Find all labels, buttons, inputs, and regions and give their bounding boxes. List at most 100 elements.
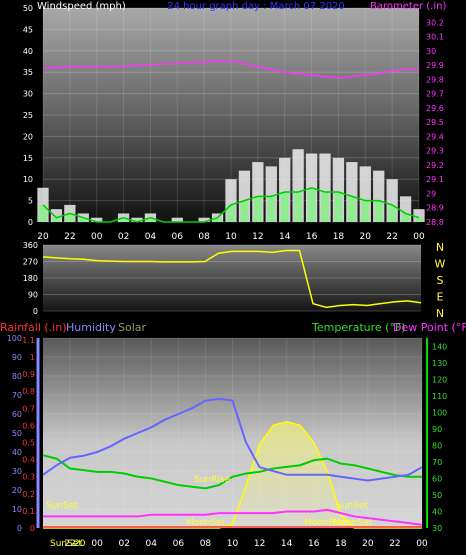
temperature-series — [42, 454, 422, 490]
rainfall-tick-label: 0.2 — [22, 490, 35, 499]
wind-speed-bar — [52, 217, 61, 222]
wind-speed-bar — [240, 200, 249, 222]
humidity-tick-label: 100 — [7, 334, 22, 343]
time-tick-label: 08 — [198, 232, 210, 242]
compass-label: E — [437, 291, 444, 304]
direction-plot-area — [43, 245, 421, 311]
humidity-series — [42, 397, 423, 482]
legend-dew-point: Dew Point (°F) — [393, 321, 466, 334]
time-tick-label: 02 — [118, 232, 129, 242]
time-tick-label: 20 — [37, 232, 49, 242]
chart-title: 24 hour graph day : March 07 2020 — [167, 1, 345, 12]
annotation-moonset-right: MoonSet — [333, 518, 373, 528]
wind-gust-bar — [265, 166, 277, 222]
solar-area — [43, 421, 422, 528]
wind-speed-bar — [119, 217, 128, 222]
rainfall-tick-label: 0.4 — [22, 456, 35, 465]
time-tick-label: 22 — [64, 232, 75, 242]
time-tick-label: 22 — [64, 539, 75, 549]
wind-gust-bar — [50, 209, 63, 222]
temperature-tick-label: 30 — [432, 524, 442, 533]
wind-speed-bar — [347, 196, 356, 222]
direction-tick-label: 360 — [23, 241, 38, 250]
direction-gridlines — [43, 244, 421, 312]
windspeed-tick-label: 15 — [23, 154, 33, 163]
windspeed-tick-label: 40 — [23, 47, 33, 56]
wind-gust-bar — [238, 170, 251, 222]
annotation-sunset-bottom: SunSet — [50, 539, 82, 549]
wind-gust-bar — [292, 149, 304, 222]
humidity-tick-label: 70 — [12, 391, 22, 400]
wind-speed-bar — [65, 213, 74, 222]
wind-speed-bar — [334, 192, 343, 222]
wind-time-axis-ticks: 20 22 00 02 04 06 08 10 12 14 16 18 20 22 00 — [37, 232, 425, 242]
rainfall-tick-label: 0.6 — [22, 421, 35, 430]
wind-speed-series — [39, 186, 423, 223]
legend-rainfall: Rainfall (.in) — [0, 321, 67, 334]
barometer-tick-label: 29.7 — [426, 90, 444, 99]
temperature-line — [42, 454, 422, 490]
time-tick-label: 14 — [281, 539, 293, 549]
solar-line — [43, 420, 422, 529]
temperature-time-axis-ticks: 22 00 02 04 06 08 10 12 14 16 18 20 22 00 — [64, 539, 428, 549]
wind-speed-bar — [388, 204, 397, 222]
legend-humidity: Humidity — [66, 321, 116, 334]
barometer-tick-label: 29.2 — [426, 161, 444, 170]
wind-gust-bar — [373, 170, 385, 222]
windspeed-tick-label: 10 — [23, 175, 33, 184]
temperature-tick-label: 120 — [432, 375, 447, 384]
wind-gust-bar — [225, 179, 237, 222]
annotation-moonrise: MoonRise — [304, 518, 348, 528]
humidity-tick-label: 60 — [12, 410, 22, 419]
wind-speed-bar — [361, 200, 370, 222]
time-tick-label: 06 — [173, 539, 185, 549]
barometer-tick-label: 29.6 — [426, 104, 444, 113]
temperature-tick-label: 80 — [432, 441, 442, 450]
temperature-tick-label: 40 — [432, 507, 442, 516]
time-tick-label: 00 — [413, 232, 425, 242]
compass-label: N — [436, 307, 444, 320]
windspeed-tick-label: 5 — [28, 197, 33, 206]
wind-gust-bar — [332, 157, 345, 222]
time-tick-label: 00 — [416, 539, 428, 549]
temperature-plot-area — [43, 338, 422, 528]
barometer-series — [43, 60, 419, 79]
wind-gust-bar — [413, 209, 425, 222]
barometer-tick-label: 28.8 — [426, 218, 444, 227]
wind-speed-bar — [146, 217, 155, 222]
barometer-tick-label: 29 — [426, 189, 436, 198]
barometer-tick-label: 29.1 — [426, 175, 444, 184]
wind-gust-bar — [252, 162, 264, 222]
wind-speed-bar — [280, 192, 289, 222]
compass-label: N — [436, 241, 444, 254]
barometer-tick-label: 30.2 — [426, 18, 444, 27]
humidity-tick-label: 40 — [12, 448, 22, 457]
rainfall-tick-label: 0.7 — [22, 404, 35, 413]
rainfall-tick-label: 0.9 — [22, 370, 35, 379]
barometer-tick-label: 29.5 — [426, 118, 444, 127]
humidity-tick-label: 20 — [12, 486, 22, 495]
wind-speed-bar — [294, 192, 303, 222]
wind-speed-bar — [79, 217, 88, 222]
wind-gust-bar — [198, 217, 210, 222]
barometer-tick-label: 28.9 — [426, 204, 444, 213]
windspeed-tick-label: 25 — [23, 111, 33, 120]
windspeed-tick-label: 20 — [23, 132, 33, 141]
temperature-tick-label: 100 — [432, 408, 447, 417]
bottom-first-tick: 20 — [74, 539, 86, 549]
wind-direction-line — [42, 249, 422, 309]
time-tick-label: 06 — [172, 232, 184, 242]
windspeed-tick-label: 30 — [23, 90, 33, 99]
wind-speed-bar — [415, 217, 423, 222]
time-tick-label: 04 — [145, 232, 157, 242]
barometer-tick-label: 29.4 — [426, 132, 444, 141]
time-tick-label: 10 — [227, 539, 239, 549]
wind-speed-bar — [267, 196, 276, 222]
dew-point-line — [43, 508, 423, 526]
compass-label: S — [437, 274, 444, 287]
time-tick-label: 10 — [225, 232, 237, 242]
rainfall-tick-label: 0.5 — [22, 439, 35, 448]
humidity-tick-label: 50 — [12, 429, 22, 438]
